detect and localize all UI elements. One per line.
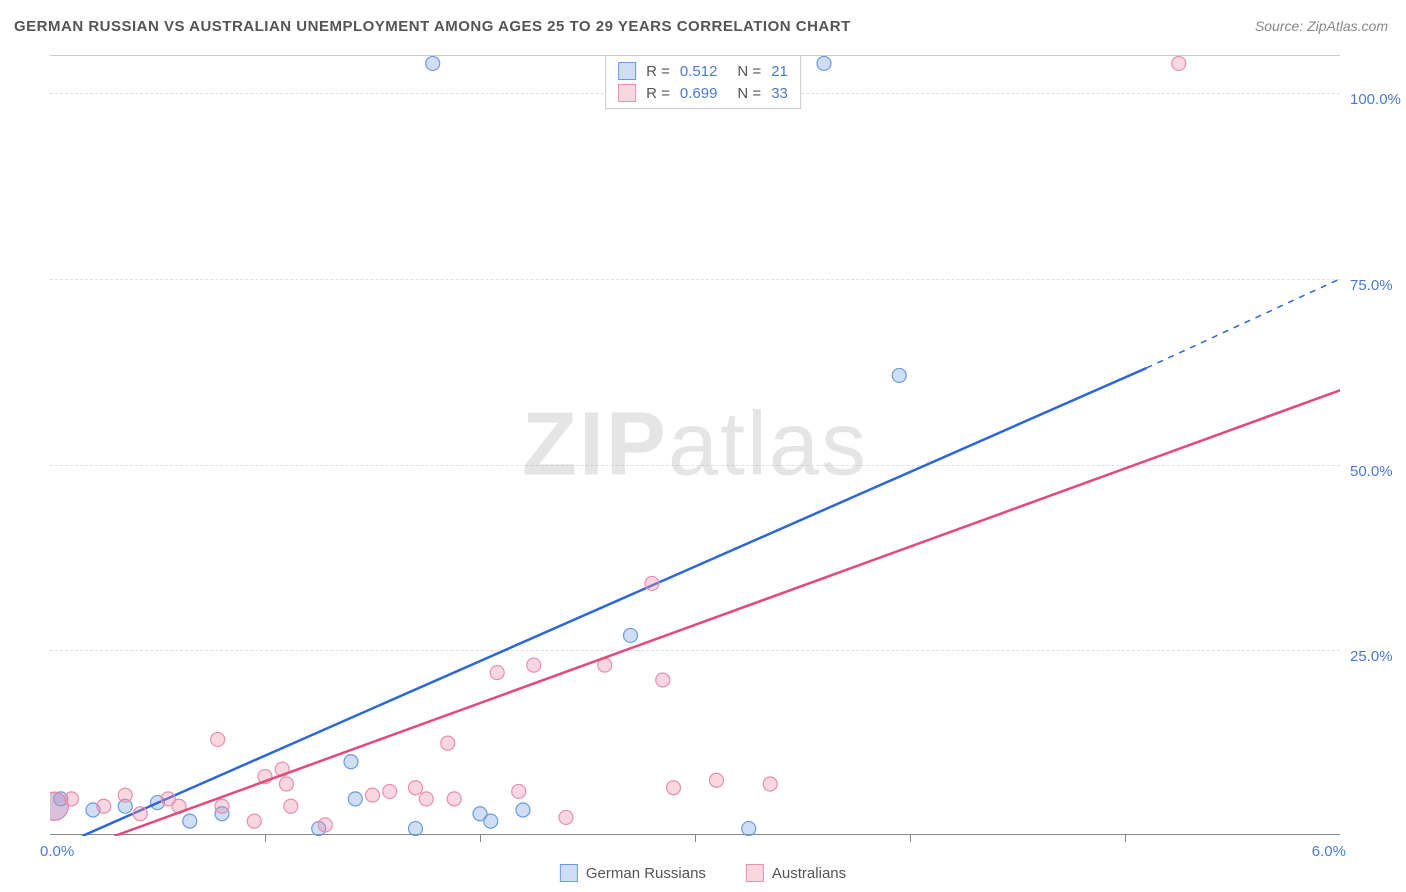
scatter-point [710, 773, 724, 787]
chart-plot-area: ZIPatlas 25.0%50.0%75.0%100.0% [50, 55, 1340, 835]
stats-row: R = 0.512 N = 21 [618, 60, 788, 82]
stats-swatch [618, 62, 636, 80]
trend-line [115, 390, 1341, 836]
scatter-point [512, 784, 526, 798]
y-tick-label: 25.0% [1350, 648, 1406, 665]
scatter-point [656, 673, 670, 687]
r-label: R = [646, 63, 670, 80]
scatter-point [383, 784, 397, 798]
scatter-point [624, 628, 638, 642]
legend-swatch [560, 864, 578, 882]
scatter-point [211, 732, 225, 746]
n-value: 21 [771, 63, 788, 80]
legend-item: Australians [746, 864, 846, 882]
y-tick-label: 75.0% [1350, 277, 1406, 294]
n-value: 33 [771, 85, 788, 102]
scatter-point [419, 792, 433, 806]
scatter-point [409, 822, 423, 836]
scatter-point [344, 755, 358, 769]
stats-legend-box: R = 0.512 N = 21 R = 0.699 N = 33 [605, 55, 801, 109]
scatter-point [247, 814, 261, 828]
scatter-point [527, 658, 541, 672]
scatter-point [118, 788, 132, 802]
x-min-label: 0.0% [40, 843, 74, 860]
r-value: 0.512 [680, 63, 718, 80]
legend-item: German Russians [560, 864, 706, 882]
scatter-point [559, 810, 573, 824]
scatter-point [426, 56, 440, 70]
scatter-point [447, 792, 461, 806]
scatter-point [817, 56, 831, 70]
y-tick-label: 100.0% [1350, 91, 1406, 108]
scatter-point [645, 576, 659, 590]
y-tick-label: 50.0% [1350, 463, 1406, 480]
chart-title: GERMAN RUSSIAN VS AUSTRALIAN UNEMPLOYMEN… [14, 18, 851, 35]
n-label: N = [737, 85, 761, 102]
legend-swatch [746, 864, 764, 882]
scatter-point [65, 792, 79, 806]
r-label: R = [646, 85, 670, 102]
scatter-point [516, 803, 530, 817]
scatter-point [366, 788, 380, 802]
scatter-point [133, 807, 147, 821]
source-label: Source: ZipAtlas.com [1255, 18, 1388, 34]
scatter-point [348, 792, 362, 806]
scatter-point [97, 799, 111, 813]
x-max-label: 6.0% [1312, 843, 1346, 860]
r-value: 0.699 [680, 85, 718, 102]
scatter-point [409, 781, 423, 795]
scatter-point [280, 777, 294, 791]
stats-row: R = 0.699 N = 33 [618, 82, 788, 104]
legend-label: German Russians [586, 865, 706, 882]
scatter-point [441, 736, 455, 750]
scatter-point [284, 799, 298, 813]
legend-bottom: German Russians Australians [560, 864, 846, 882]
legend-label: Australians [772, 865, 846, 882]
scatter-point [484, 814, 498, 828]
scatter-point [215, 799, 229, 813]
trend-line [82, 368, 1146, 836]
scatter-point [742, 822, 756, 836]
scatter-point [183, 814, 197, 828]
scatter-point [490, 666, 504, 680]
scatter-point [763, 777, 777, 791]
scatter-svg [50, 56, 1340, 836]
trend-line-dashed [1147, 279, 1341, 368]
scatter-point [318, 818, 332, 832]
scatter-point [892, 368, 906, 382]
n-label: N = [737, 63, 761, 80]
scatter-point [1172, 56, 1186, 70]
stats-swatch [618, 84, 636, 102]
scatter-point [667, 781, 681, 795]
